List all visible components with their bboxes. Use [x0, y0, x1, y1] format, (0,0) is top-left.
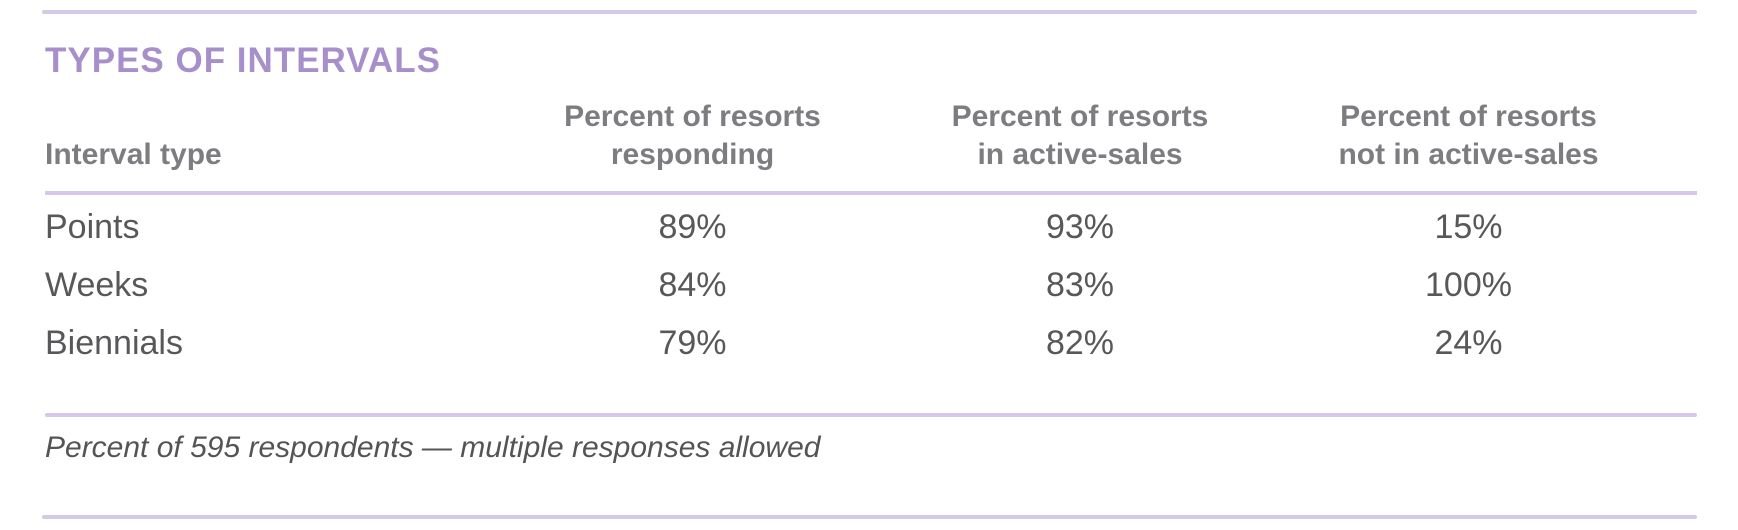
intervals-table: Interval type Percent of resorts respond…: [45, 98, 1697, 369]
footnote-divider-rule: [45, 413, 1697, 417]
row-label: Weeks: [45, 266, 149, 304]
cell-value: 24%: [1434, 324, 1503, 362]
column-header-active-sales: Percent of resorts in active-sales: [920, 98, 1240, 195]
table-row: Weeks 84% 83% 100%: [45, 253, 1697, 311]
cell-value: 84%: [658, 266, 727, 304]
cell-value: 89%: [658, 208, 727, 246]
table-header: Interval type Percent of resorts respond…: [45, 98, 1697, 195]
row-label: Biennials: [45, 324, 183, 362]
cell-value: 100%: [1425, 266, 1512, 304]
footnote-text: Percent of 595 respondents — multiple re…: [45, 431, 821, 464]
table-row: Biennials 79% 82% 24%: [45, 311, 1697, 369]
column-header-text: Interval type: [45, 138, 222, 171]
column-header-not-active-sales: Percent of resorts not in active-sales: [1240, 98, 1697, 195]
column-header-line1: Percent of resorts: [951, 100, 1209, 133]
bottom-divider-rule: [42, 515, 1697, 519]
column-header-line1: Percent of resorts: [564, 100, 821, 133]
top-divider-rule: [42, 10, 1697, 14]
row-label: Points: [45, 208, 140, 246]
column-header-line2: responding: [610, 138, 775, 171]
figure-title: TYPES OF INTERVALS: [45, 41, 441, 80]
column-header-responding: Percent of resorts responding: [465, 98, 920, 195]
column-header-line2: in active-sales: [977, 138, 1183, 171]
column-header-line2: not in active-sales: [1338, 138, 1599, 171]
cell-value: 82%: [1045, 324, 1115, 362]
column-header-line1: Percent of resorts: [1340, 100, 1597, 133]
column-header-interval-type: Interval type: [45, 98, 465, 195]
cell-value: 93%: [1045, 208, 1115, 246]
table-body: Points 89% 93% 15% Weeks 84% 83% 100% Bi…: [45, 193, 1697, 369]
table-header-row: Interval type Percent of resorts respond…: [45, 98, 1697, 195]
cell-value: 15%: [1434, 208, 1503, 246]
cell-value: 83%: [1045, 266, 1115, 304]
table-row: Points 89% 93% 15%: [45, 193, 1697, 253]
cell-value: 79%: [658, 324, 727, 362]
